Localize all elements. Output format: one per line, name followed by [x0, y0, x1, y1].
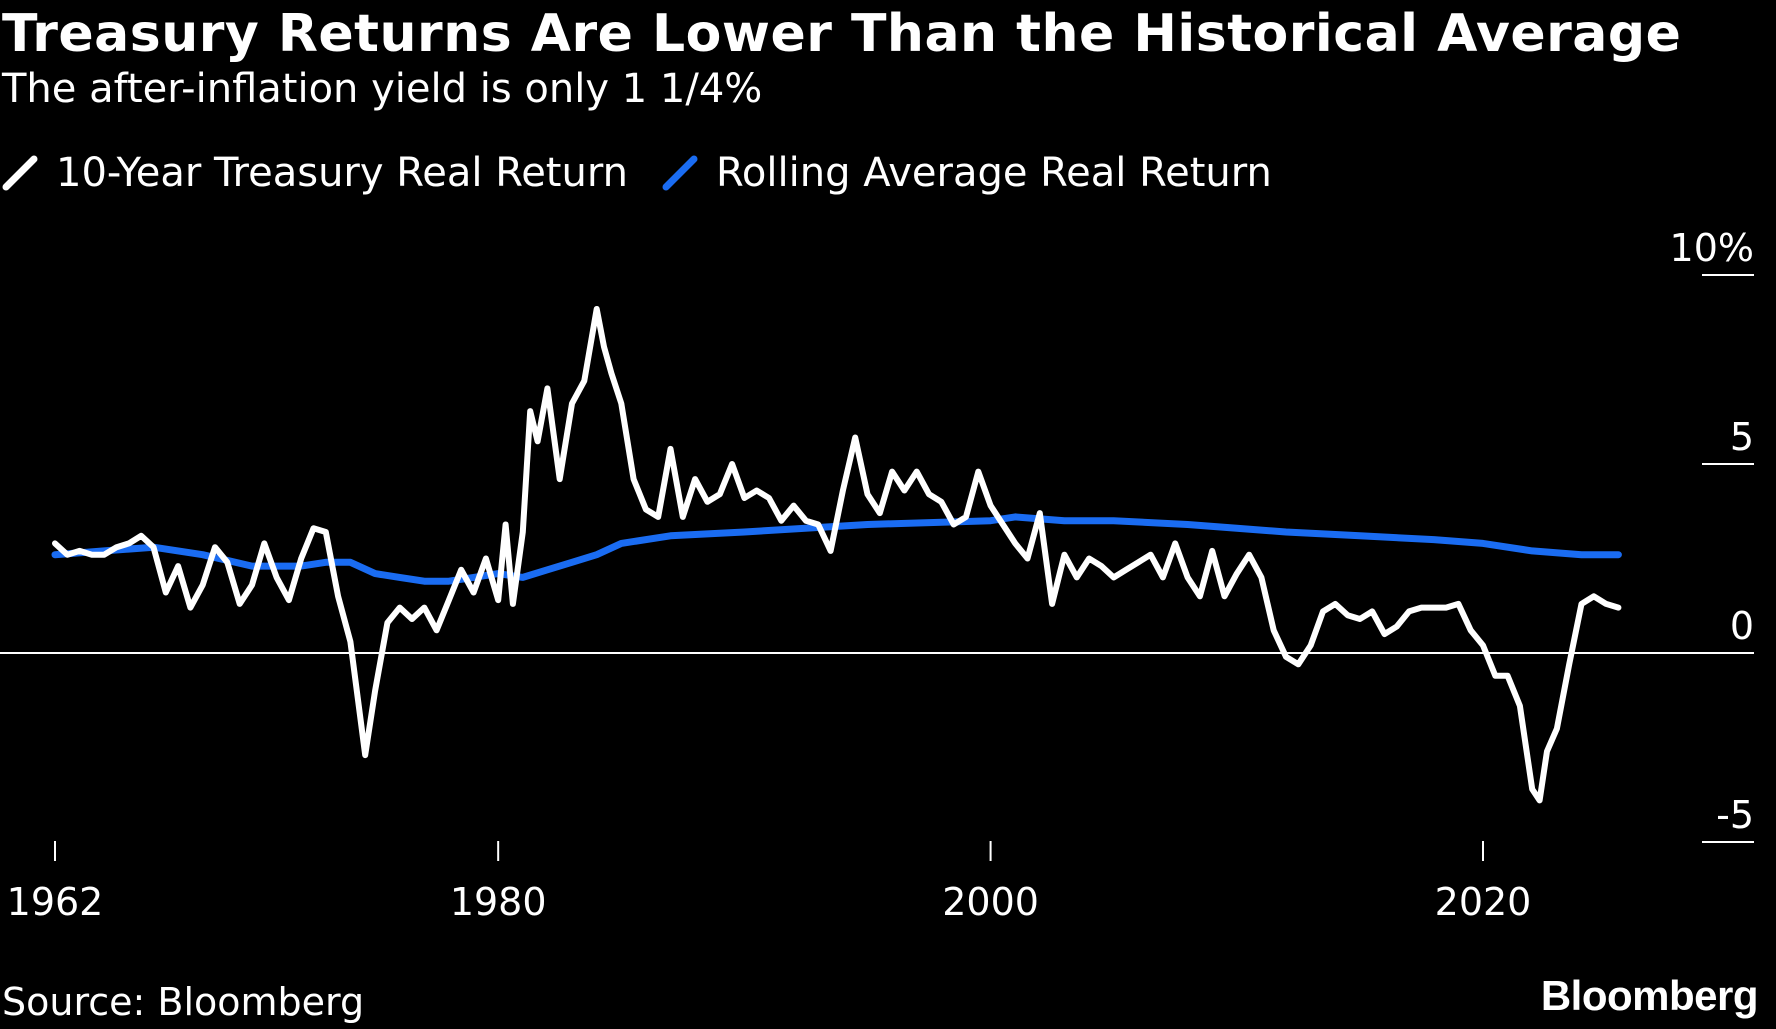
x-tick-label: 2020 — [1435, 880, 1532, 924]
bloomberg-logo: Bloomberg — [1540, 972, 1759, 1019]
x-tick-label: 2000 — [942, 880, 1039, 924]
series-line-rolling-average — [51, 513, 1622, 585]
legend-swatch-treasury — [2, 155, 38, 191]
y-tick-label: 5 — [1730, 415, 1754, 459]
x-tick-label: 1962 — [7, 880, 104, 924]
chart-title: Treasury Returns Are Lower Than the Hist… — [2, 4, 1682, 64]
legend-item-treasury: 10-Year Treasury Real Return — [0, 150, 628, 196]
series-line-treasury-real-return — [52, 306, 1622, 804]
legend-label-treasury: 10-Year Treasury Real Return — [56, 150, 628, 196]
y-axis: 10% 5 0 -5 — [0, 226, 1754, 843]
y-tick-label: -5 — [1716, 793, 1754, 837]
legend-label-rolling: Rolling Average Real Return — [715, 150, 1272, 196]
legend-swatch-rolling — [662, 155, 698, 191]
legend-item-rolling: Rolling Average Real Return — [660, 150, 1272, 196]
chart-subtitle: The after-inflation yield is only 1 1/4% — [2, 66, 763, 112]
source-note: Source: Bloomberg — [2, 980, 365, 1024]
chart-legend: 10-Year Treasury Real Return Rolling Ave… — [0, 150, 1304, 196]
x-tick-label: 1980 — [450, 880, 547, 924]
series-layer — [51, 306, 1622, 804]
y-tick-label: 10% — [1670, 226, 1754, 270]
x-axis: 1962 1980 2000 2020 — [7, 841, 1532, 924]
y-tick-label: 0 — [1730, 604, 1754, 648]
